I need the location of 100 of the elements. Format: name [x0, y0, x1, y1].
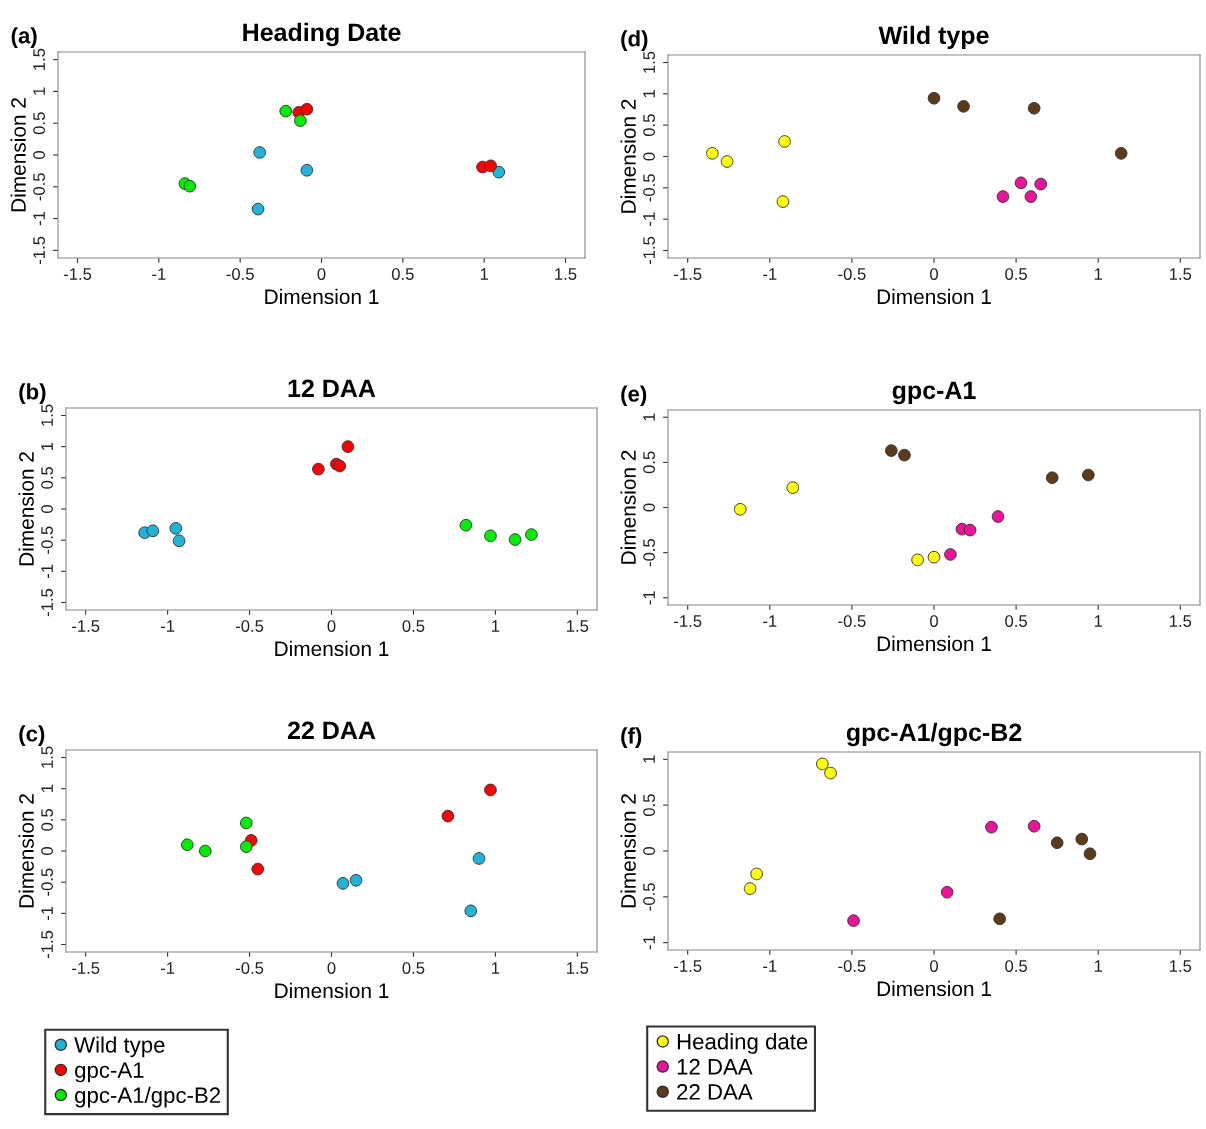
legend-label: gpc-A1: [75, 1062, 144, 1083]
x-tick-label: -0.5: [838, 268, 866, 280]
y-tick-label: -1: [643, 591, 655, 605]
x-tick-label: -0.5: [226, 268, 254, 280]
x-tick-label: 0: [930, 268, 938, 280]
text: (c): [19, 725, 45, 746]
y-tick-label: 1: [643, 413, 655, 421]
y-tick-label: 0.5: [643, 451, 655, 474]
x-tick-label: 1: [480, 268, 488, 280]
x-tick-label: 1.5: [555, 268, 577, 280]
x-tick-label: 1.5: [1169, 960, 1192, 972]
y-tick-label: -1: [643, 936, 655, 950]
y-tick-label: -0.5: [643, 174, 655, 202]
chart-title: 12 DAA: [288, 379, 376, 397]
legend-label: 12 DAA: [677, 1058, 753, 1075]
x-tick-label: 1: [1094, 615, 1103, 627]
chart-title: 22 DAA: [287, 721, 376, 739]
x-tick-label: -1.5: [674, 615, 702, 627]
x-tick-label: 0.5: [1005, 960, 1027, 972]
x-tick-label: 0: [930, 615, 938, 627]
x-tick-label: 1.5: [567, 620, 589, 632]
y-tick-label: -0.5: [41, 526, 53, 554]
y-axis-title: Dimension 2: [10, 98, 26, 212]
x-axis-title: Dimension 1: [265, 288, 379, 305]
x-tick-label: 0: [327, 962, 336, 974]
y-tick-label: 1: [643, 755, 655, 763]
x-axis-title: Dimension 1: [275, 982, 389, 999]
y-tick-label: -0.5: [643, 883, 655, 911]
y-tick-label: 1.5: [41, 746, 53, 768]
y-tick-label: 0.5: [41, 466, 53, 489]
x-tick-label: 0.5: [1005, 268, 1027, 280]
x-tick-label: -1.5: [72, 962, 100, 974]
y-tick-label: -1: [643, 212, 655, 226]
y-tick-label: -0.5: [41, 868, 53, 896]
y-tick-label: 1: [643, 90, 655, 98]
x-tick-label: -1.5: [674, 268, 702, 280]
x-tick-label: -1: [152, 268, 166, 280]
x-tick-label: -1: [763, 615, 777, 627]
x-axis-title: Dimension 1: [275, 640, 389, 657]
x-tick-label: -1.5: [72, 620, 100, 632]
y-axis-title: Dimension 2: [620, 99, 636, 213]
y-axis-title: Dimension 2: [620, 794, 636, 908]
legend-label: Heading date: [677, 1033, 808, 1054]
legend-label: gpc-A1/gpc-B2: [75, 1086, 221, 1108]
x-tick-label: -1: [160, 962, 175, 974]
y-tick-label: 0.5: [643, 794, 655, 817]
x-tick-label: -1: [763, 268, 777, 280]
y-tick-label: 0: [33, 151, 45, 159]
y-tick-label: 0: [643, 503, 655, 512]
x-tick-label: 0: [317, 268, 326, 280]
x-tick-label: 0: [327, 620, 336, 632]
y-tick-label: 1: [41, 442, 53, 451]
y-tick-label: -0.5: [643, 538, 655, 567]
chart-title: gpc-A1/gpc-B2: [846, 722, 1022, 747]
y-tick-label: 1.5: [41, 404, 53, 426]
text: (e): [621, 385, 647, 407]
x-tick-label: -0.5: [235, 962, 264, 974]
y-axis-title: Dimension 2: [18, 452, 34, 566]
y-axis-title: Dimension 2: [18, 794, 34, 908]
text: (d): [621, 30, 648, 51]
x-axis-title: Dimension 1: [877, 980, 991, 997]
x-tick-label: -1: [763, 960, 777, 972]
x-tick-label: 0.5: [1005, 615, 1027, 627]
x-tick-label: 0.5: [391, 268, 414, 280]
legend-label: Wild type: [74, 1036, 165, 1058]
y-tick-label: 0: [643, 847, 655, 855]
x-tick-label: -0.5: [838, 960, 866, 972]
x-tick-label: 1: [492, 962, 500, 974]
y-tick-label: 0.5: [643, 114, 655, 137]
y-tick-label: 1.5: [643, 51, 655, 73]
y-tick-label: 1: [33, 87, 45, 95]
y-tick-label: 0: [41, 505, 53, 513]
x-tick-label: -0.5: [838, 615, 866, 627]
x-tick-label: 1: [1094, 268, 1103, 280]
x-tick-label: -1: [160, 620, 175, 632]
x-tick-label: -1.5: [674, 960, 702, 972]
text: (a): [11, 27, 37, 48]
y-tick-label: 0.5: [33, 112, 45, 135]
y-tick-label: -1: [41, 564, 53, 579]
x-tick-label: 0: [930, 960, 938, 972]
x-tick-label: 0.5: [402, 962, 425, 974]
legend-label: 22 DAA: [677, 1084, 753, 1100]
x-axis-title: Dimension 1: [877, 635, 991, 652]
y-tick-label: 1: [41, 784, 53, 793]
y-tick-label: -1: [33, 211, 45, 226]
y-tick-label: 0: [643, 152, 655, 161]
y-tick-label: 1.5: [33, 48, 45, 70]
chart-title: Heading Date: [243, 22, 401, 47]
x-tick-label: 1.5: [1169, 268, 1192, 280]
x-axis-title: Dimension 1: [877, 288, 991, 305]
y-tick-label: -0.5: [33, 173, 45, 201]
x-tick-label: -0.5: [235, 620, 264, 632]
x-tick-label: 1.5: [1169, 615, 1192, 627]
chart-title: Wild type: [878, 25, 989, 50]
x-tick-label: 1: [1094, 960, 1103, 972]
y-tick-label: 0.5: [41, 808, 53, 831]
x-tick-label: -1.5: [63, 268, 92, 280]
text: (b): [19, 383, 46, 404]
y-tick-label: -1: [41, 906, 53, 921]
x-tick-label: 1: [492, 620, 500, 632]
